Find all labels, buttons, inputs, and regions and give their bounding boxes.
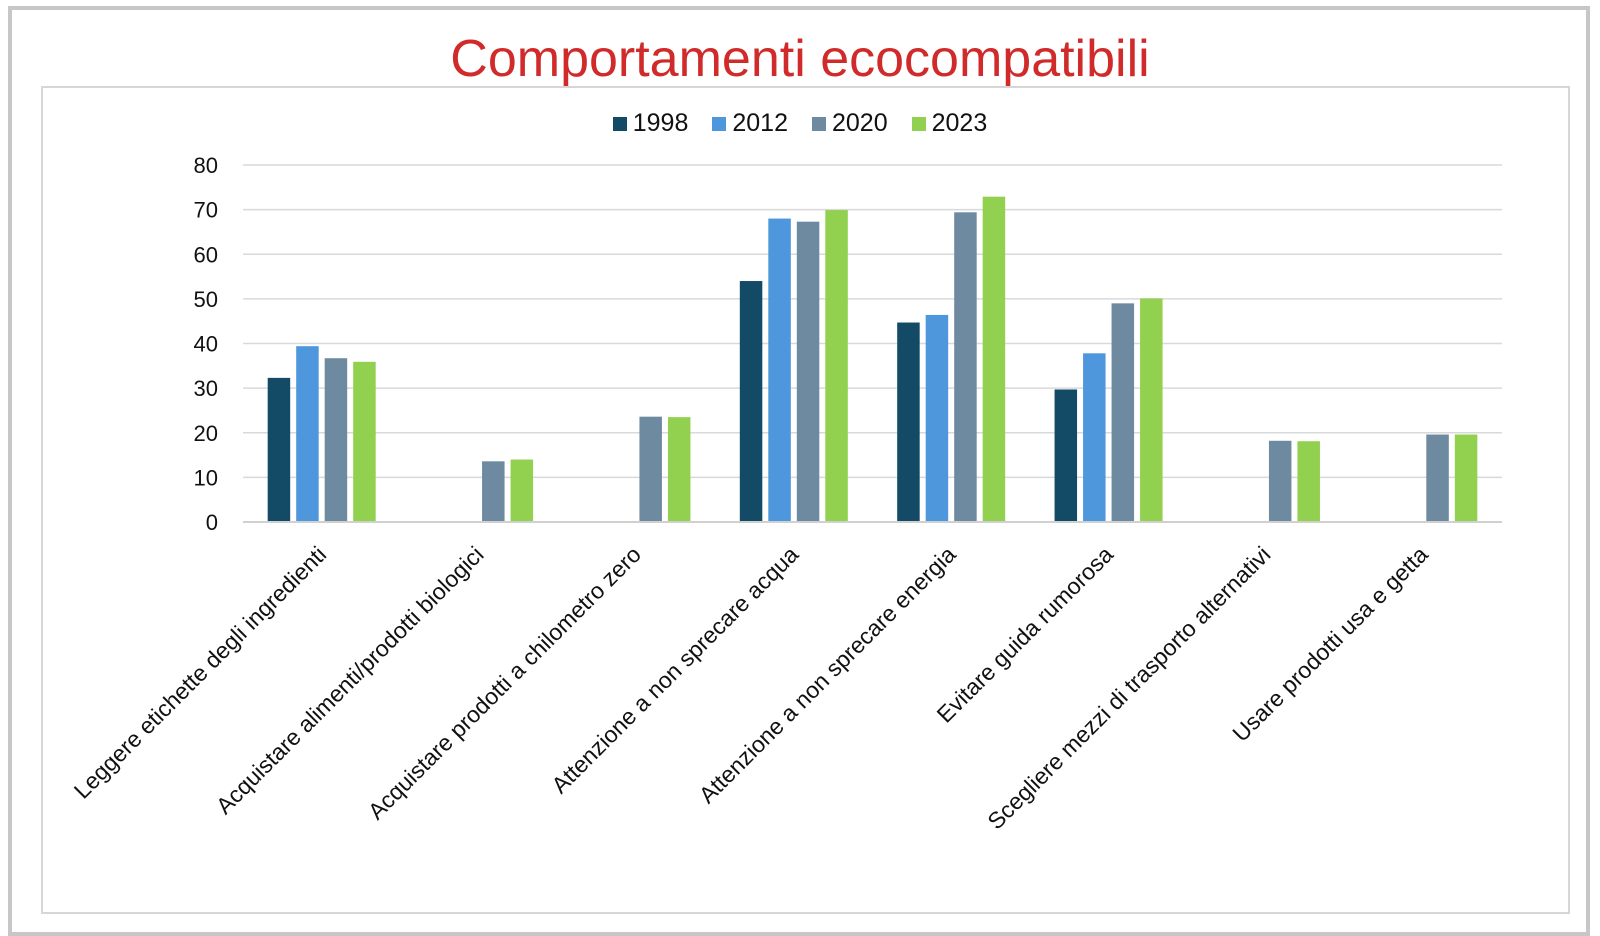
bar-2020-cat-3: [796, 221, 820, 522]
y-tick-label-70: 70: [194, 198, 218, 223]
bar-2023-cat-6: [1297, 441, 1320, 522]
bar-2012-cat-3: [768, 218, 791, 523]
legend-swatch-2020: [812, 116, 826, 131]
category-label-3: Attenzione a non sprecare acqua: [546, 541, 803, 798]
legend-swatch-2023: [911, 116, 926, 131]
bar-2023-cat-4: [982, 196, 1006, 522]
bar-2020-cat-5: [1111, 303, 1135, 522]
y-tick-label-80: 80: [194, 153, 218, 178]
legend-label-2023: 2023: [931, 109, 988, 137]
legend-item-2012: 2012: [712, 109, 788, 138]
chart-title: Comportamenti ecocompatibili: [450, 30, 1150, 88]
category-label-2: Acquistare prodotti a chilometro zero: [363, 541, 646, 824]
bars: [267, 196, 1478, 523]
bar-2012-cat-5: [1083, 353, 1106, 522]
bar-2023-cat-7: [1454, 434, 1478, 522]
legend-label-1998: 1998: [632, 109, 689, 137]
bar-2020-cat-6: [1268, 440, 1292, 522]
plot-frame: [41, 86, 1570, 914]
bar-2020-cat-4: [954, 212, 977, 523]
legend-item-2020: 2020: [812, 109, 888, 138]
y-tick-label-0: 0: [206, 510, 218, 535]
legend-label-2012: 2012: [732, 109, 788, 137]
category-label-0: Leggere etichette degli ingredienti: [69, 541, 332, 804]
y-tick-label-50: 50: [194, 287, 218, 312]
bar-2020-cat-0: [324, 358, 348, 522]
y-tick-label-40: 40: [194, 332, 218, 357]
bar-2020-cat-7: [1426, 434, 1449, 522]
bar-1998-cat-0: [267, 377, 291, 522]
y-tick-label-20: 20: [194, 421, 218, 446]
bar-2020-cat-1: [482, 461, 505, 522]
bar-2012-cat-4: [925, 314, 949, 522]
y-tick-label-30: 30: [194, 376, 218, 401]
category-labels: Leggere etichette degli ingredientiAcqui…: [69, 541, 1433, 834]
bar-2023-cat-3: [825, 210, 848, 523]
category-label-5: Evitare guida rumorosa: [932, 541, 1119, 728]
bar-2023-cat-0: [353, 361, 376, 522]
category-label-6: Scegliere mezzi di trasporto alternativi: [982, 541, 1275, 834]
category-label-4: Attenzione a non sprecare energia: [694, 541, 961, 808]
y-tick-label-60: 60: [194, 242, 218, 267]
category-label-1: Acquistare alimenti/prodotti biologici: [211, 541, 489, 819]
legend: 1998 2012 2020 2023: [0, 109, 1600, 138]
legend-item-2023: 2023: [911, 109, 988, 138]
bar-1998-cat-4: [897, 322, 920, 522]
legend-swatch-1998: [612, 116, 627, 131]
bar-2012-cat-0: [296, 346, 319, 522]
bar-1998-cat-5: [1054, 389, 1078, 522]
bar-2023-cat-5: [1140, 298, 1163, 522]
bar-2023-cat-1: [510, 459, 534, 522]
legend-swatch-2012: [712, 116, 727, 131]
bar-1998-cat-3: [739, 281, 763, 522]
bar-2023-cat-2: [667, 417, 691, 522]
grid-layer: [243, 164, 1502, 479]
y-tick-label-10: 10: [194, 465, 218, 490]
y-axis-ticks: 0 10 20 30 40 50 60 70 80: [194, 153, 218, 535]
bar-2020-cat-2: [639, 416, 662, 522]
legend-label-2020: 2020: [832, 109, 888, 137]
legend-item-1998: 1998: [612, 109, 689, 138]
